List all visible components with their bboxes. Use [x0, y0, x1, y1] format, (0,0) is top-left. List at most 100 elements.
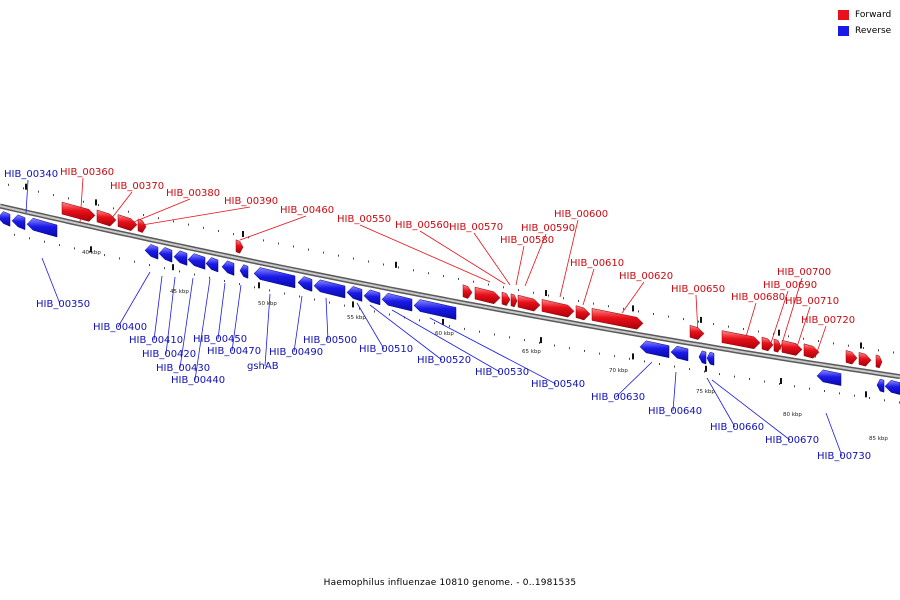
forward-leader-line: [769, 290, 789, 347]
scale-label: 75 kbp: [696, 389, 715, 395]
reverse-gene-label: HIB_00510: [359, 344, 413, 355]
reverse-gene-arrow: [173, 250, 188, 266]
label-leader-lines: [25, 177, 843, 457]
forward-leader-line: [779, 277, 803, 351]
reverse-gene-label: HIB_00520: [417, 355, 471, 366]
reverse-gene-label: HIB_00660: [710, 422, 764, 433]
reverse-gene-arrow: [187, 253, 206, 270]
gene-labels: 40 kbp 45 kbp 50 kbp 55 kbp 60 kbp 65 kbp 70 k…: [4, 167, 888, 462]
forward-leader-line: [141, 206, 251, 226]
legend-reverse: Reverse: [838, 24, 891, 38]
reverse-gene-arrow: [413, 299, 457, 320]
forward-gene-label: HIB_00610: [570, 258, 624, 269]
forward-leader-line: [621, 281, 645, 314]
forward-gene-label: HIB_00700: [777, 267, 831, 278]
reverse-gene-label: HIB_00350: [36, 299, 90, 310]
reverse-gene-arrow: [670, 345, 689, 362]
reverse-leader-line: [711, 379, 791, 441]
reverse-leader-line: [165, 276, 176, 355]
reverse-gene-arrow: [884, 380, 900, 395]
reverse-gene-label: HIB_00410: [129, 335, 183, 346]
reverse-gene-arrow: [346, 286, 363, 302]
reverse-gene-label: HIB_00630: [591, 392, 645, 403]
forward-gene-arrow: [689, 324, 705, 340]
reverse-gene-arrow: [639, 340, 670, 359]
forward-gene-arrow: [773, 338, 782, 353]
scale-label: 45 kbp: [170, 289, 189, 295]
reverse-leader-line: [369, 304, 443, 361]
forward-gene-label: HIB_00560: [395, 220, 449, 231]
reverse-leader-line: [153, 275, 163, 341]
forward-gene-label: HIB_00650: [671, 284, 725, 295]
forward-gene-arrow: [517, 294, 541, 312]
forward-gene-arrow: [61, 201, 96, 222]
reverse-gene-arrow: [297, 276, 313, 292]
forward-gene-label: HIB_00570: [449, 222, 503, 233]
forward-gene-label: HIB_00680: [731, 292, 785, 303]
forward-gene-arrow: [541, 299, 575, 318]
reverse-gene-arrow: [313, 279, 346, 299]
reverse-gene-arrow: [363, 289, 381, 306]
forward-leader-line: [239, 215, 307, 241]
forward-gene-label: HIB_00550: [337, 214, 391, 225]
reverse-gene-arrow: [0, 211, 11, 227]
forward-leader-line: [359, 224, 491, 283]
reverse-gene-label: HIB_00440: [171, 375, 225, 386]
forward-gene-arrow: [510, 293, 518, 308]
forward-gene-arrow: [117, 214, 138, 231]
scale-ticks: [8, 183, 900, 404]
forward-gene-label: HIB_00380: [166, 188, 220, 199]
forward-leader-line: [744, 302, 757, 341]
reverse-gene-arrow: [11, 214, 26, 231]
forward-gene-label: HIB_00580: [500, 235, 554, 246]
reverse-leader-line: [706, 377, 736, 428]
forward-gene-arrow: [96, 209, 117, 227]
reverse-leader-line: [391, 309, 501, 373]
forward-gene-arrow: [875, 354, 883, 369]
forward-gene-arrow: [501, 291, 511, 306]
reverse-gene-label: HIB_00430: [156, 363, 210, 374]
reverse-swatch: [838, 26, 849, 36]
reverse-gene-arrow: [816, 369, 842, 386]
forward-gene-label: HIB_00600: [554, 209, 608, 220]
reverse-leader-line: [264, 293, 271, 367]
forward-gene-arrow: [845, 350, 858, 365]
reverse-gene-label: HIB_00470: [207, 346, 261, 357]
reverse-leader-line: [217, 282, 226, 340]
forward-gene-label: HIB_00710: [785, 296, 839, 307]
genome-backbone: [0, 203, 900, 380]
reverse-gene-label: HIB_00450: [193, 334, 247, 345]
forward-gene-label: HIB_00460: [280, 205, 334, 216]
reverse-gene-label: HIB_00400: [93, 322, 147, 333]
forward-gene-arrow: [474, 286, 501, 305]
scale-label: 55 kbp: [347, 315, 366, 321]
reverse-leader-line: [41, 257, 61, 305]
forward-gene-arrow: [462, 284, 473, 299]
scale-label: 85 kbp: [869, 436, 888, 442]
forward-gene-arrow: [137, 218, 147, 233]
forward-gene-arrow: [235, 239, 244, 254]
forward-gene-label: HIB_00590: [521, 223, 575, 234]
reverse-gene-label: HIB_00540: [531, 379, 585, 390]
forward-gene-arrow: [575, 305, 591, 321]
forward-gene-label: HIB_00360: [60, 167, 114, 178]
forward-leader-line: [559, 219, 579, 298]
forward-leader-line: [515, 245, 525, 286]
forward-swatch: [838, 10, 849, 20]
reverse-gene-label: HIB_00490: [269, 347, 323, 358]
reverse-leader-line: [194, 278, 211, 381]
forward-gene-arrow: [858, 352, 872, 367]
reverse-leader-line: [231, 284, 242, 352]
forward-leader-line: [582, 268, 595, 306]
scale-label: 65 kbp: [522, 349, 541, 355]
reverse-gene-label: gshAB: [247, 361, 279, 372]
reverse-gene-label: HIB_00640: [648, 406, 702, 417]
reverse-gene-arrow: [26, 217, 58, 238]
forward-gene-label: HIB_00390: [224, 196, 278, 207]
reverse-gene-arrow: [205, 257, 219, 273]
reverse-leader-line: [25, 179, 29, 214]
reverse-leader-line: [325, 297, 329, 341]
reverse-gene-arrow: [239, 264, 249, 279]
reverse-gene-label: HIB_00340: [4, 169, 58, 180]
reverse-gene-label: HIB_00670: [765, 435, 819, 446]
